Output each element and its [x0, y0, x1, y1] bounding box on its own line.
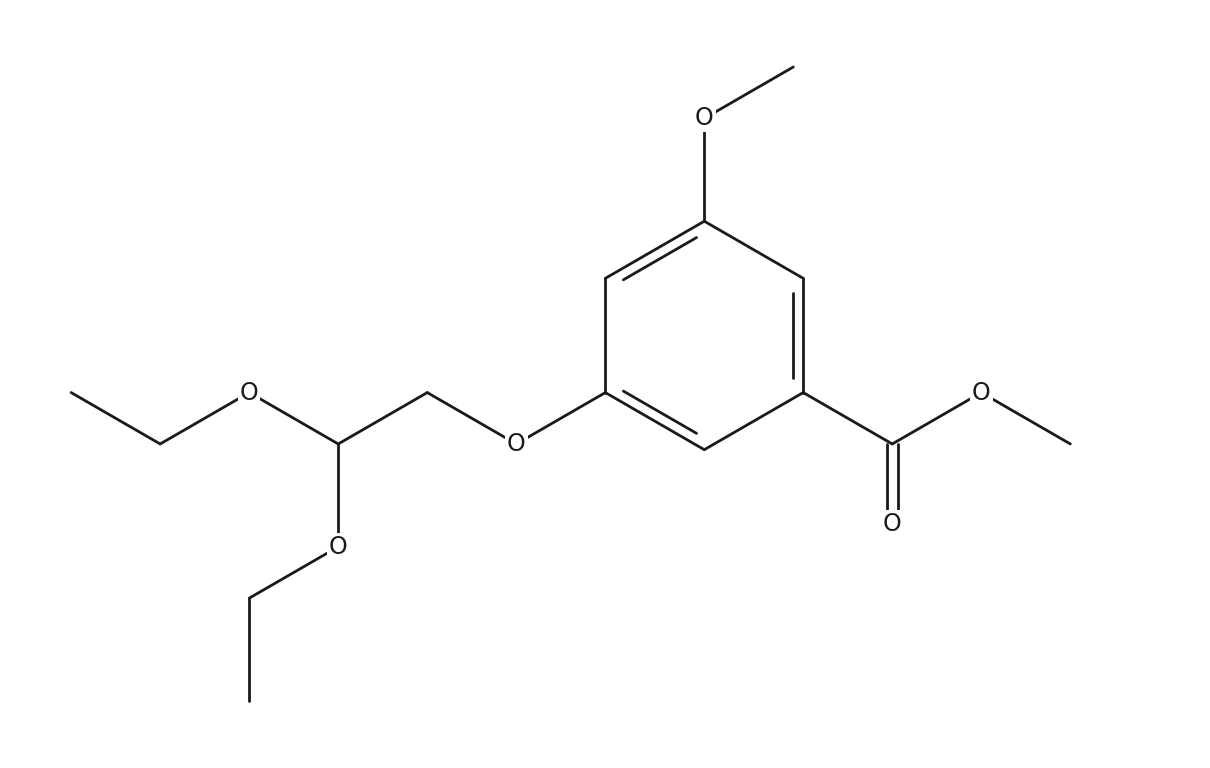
Text: O: O [507, 432, 525, 456]
Text: O: O [329, 535, 347, 559]
Text: O: O [972, 381, 991, 405]
Text: O: O [240, 381, 259, 405]
Text: O: O [695, 107, 714, 131]
Text: O: O [883, 512, 901, 536]
